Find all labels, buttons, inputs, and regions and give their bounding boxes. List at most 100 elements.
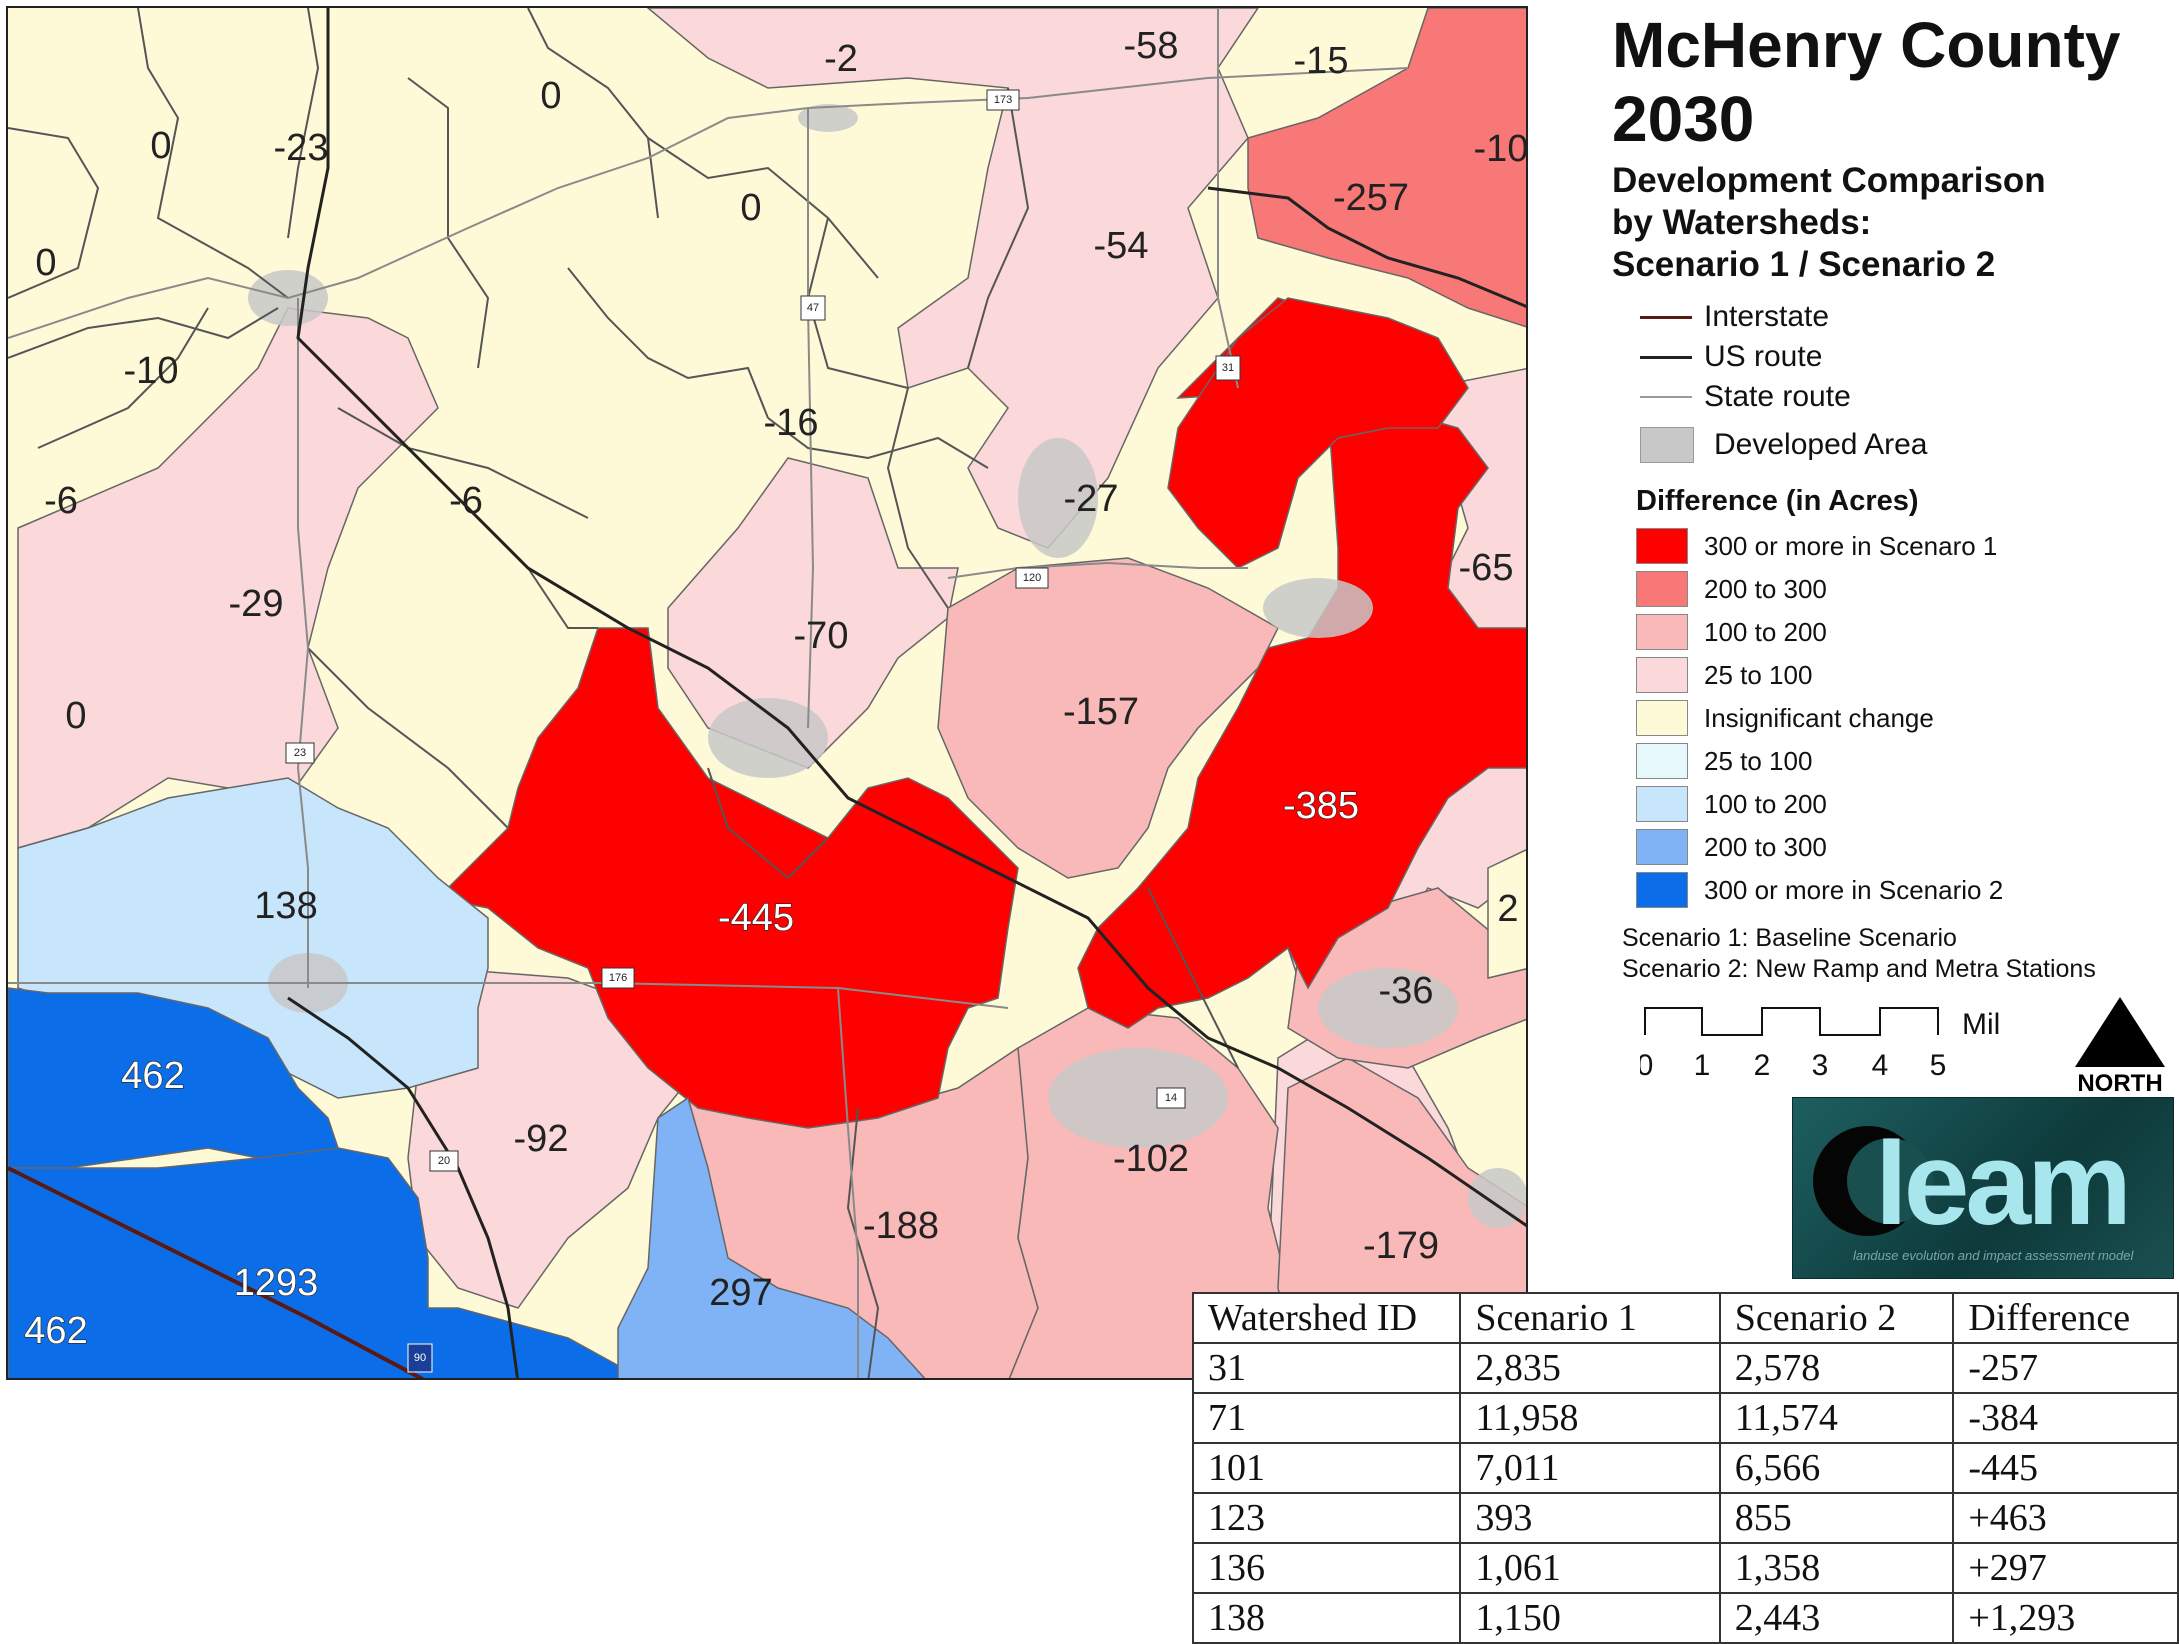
- legend-state-route-label: State route: [1704, 380, 1851, 413]
- table-cell: 855: [1718, 1492, 1955, 1544]
- watershed-w-pink[interactable]: [17, 307, 439, 849]
- watershed-label: 1293: [234, 1262, 319, 1304]
- watershed-label: 138: [254, 885, 317, 927]
- table-cell: 1,150: [1459, 1592, 1721, 1644]
- table-cell: +297: [1952, 1542, 2179, 1594]
- watershed-label: -102: [1113, 1138, 1189, 1180]
- legend-us-route: US route: [1640, 340, 1822, 374]
- watershed-map-svg: 173 47 31 120 23 176 14 20 90 0 -23 0 -2…: [8, 8, 1528, 1380]
- table-cell: -257: [1952, 1342, 2179, 1394]
- scale-tick: 1: [1694, 1049, 1711, 1080]
- watershed-label: -70: [794, 615, 849, 657]
- table-header: Scenario 2: [1718, 1292, 1955, 1344]
- difference-legend-title: Difference (in Acres): [1636, 485, 1919, 517]
- scale-tick: 5: [1930, 1049, 1947, 1080]
- watershed-boundary: [137, 8, 289, 299]
- watershed-445[interactable]: [436, 627, 1019, 1129]
- table-cell: -384: [1952, 1392, 2179, 1444]
- watershed-2[interactable]: [1487, 848, 1528, 979]
- developed-area-swatch: [1640, 427, 1694, 463]
- route-shield-173-text: 173: [994, 94, 1012, 106]
- table-cell: 2,578: [1718, 1342, 1955, 1394]
- developed-area: [1468, 1168, 1526, 1228]
- watershed-label: -58: [1124, 25, 1179, 67]
- scale-tick: 4: [1872, 1049, 1889, 1080]
- table-row: 136 1,061 1,358 +297: [1191, 1542, 2179, 1594]
- leam-logo-text: leam: [1875, 1118, 2132, 1250]
- leam-logo-moon-icon: [1813, 1126, 1933, 1236]
- route-shield-176-text: 176: [609, 972, 627, 984]
- state-route-line-swatch: [1640, 396, 1692, 398]
- legend-class-swatch: [1636, 657, 1688, 693]
- legend-class-label: 100 to 200: [1704, 788, 1827, 819]
- watershed-label: -10: [124, 350, 179, 392]
- watershed-297[interactable]: [617, 1096, 928, 1380]
- watershed-label: -2: [824, 38, 858, 80]
- route-shield-20-text: 20: [438, 1155, 450, 1167]
- route-shields: 173 47 31 120 23 176 14 20 90: [285, 89, 1241, 1373]
- table-cell: 11,574: [1718, 1392, 1955, 1444]
- legend-class: 200 to 300: [1636, 829, 1827, 865]
- legend-class-label: 200 to 300: [1704, 831, 1827, 862]
- table-header-row: Watershed ID Scenario 1 Scenario 2 Diffe…: [1191, 1292, 2179, 1344]
- table-cell: 31: [1191, 1342, 1462, 1394]
- watershed-boundary: [1147, 887, 1239, 1069]
- developed-area: [798, 104, 858, 132]
- legend-class: 300 or more in Scenaro 1: [1636, 528, 1997, 564]
- scale-unit: Miles: [1962, 1008, 2000, 1041]
- watershed-boundaries: [8, 8, 1239, 1378]
- scale-bar-line: [1644, 1007, 1939, 1036]
- scale-tick: 2: [1754, 1049, 1771, 1080]
- watershed-label: -29: [229, 583, 284, 625]
- watershed-label: -257: [1333, 177, 1409, 219]
- watershed-label: -23: [274, 127, 329, 169]
- developed-area: [1018, 438, 1098, 558]
- table-row: 101 7,011 6,566 -445: [1191, 1442, 2179, 1494]
- table-cell: 6,566: [1718, 1442, 1955, 1494]
- watershed-label: -10: [1474, 128, 1528, 170]
- watershed-boundary: [307, 647, 509, 829]
- watershed-boundary: [287, 8, 320, 239]
- legend-state-route: State route: [1640, 380, 1851, 414]
- table-cell: 71: [1191, 1392, 1462, 1444]
- watershed-label: -16: [764, 402, 819, 444]
- watershed-label: -188: [863, 1205, 939, 1247]
- watershed-boundary: [567, 267, 769, 419]
- watershed-boundary: [707, 767, 829, 880]
- route-shield-120: 120: [1015, 567, 1049, 589]
- legend-class-label: 25 to 100: [1704, 659, 1813, 690]
- route-shield-14-text: 14: [1165, 1092, 1177, 1104]
- watershed-map[interactable]: 173 47 31 120 23 176 14 20 90 0 -23 0 -2…: [6, 6, 1528, 1380]
- state-route: [8, 982, 1009, 1009]
- route-shield-31: 31: [1215, 355, 1241, 381]
- watershed-label: 297: [709, 1272, 772, 1314]
- table-cell: 101: [1191, 1442, 1462, 1494]
- legend-us-route-label: US route: [1704, 340, 1823, 373]
- watershed-157[interactable]: [937, 557, 1279, 879]
- watershed-label: -157: [1063, 691, 1139, 733]
- legend-class-swatch: [1636, 743, 1688, 779]
- legend-class: 25 to 100: [1636, 657, 1812, 693]
- legend-class-swatch: [1636, 528, 1688, 564]
- table-row: 123 393 855 +463: [1191, 1492, 2179, 1544]
- watershed-label: 0: [540, 75, 561, 117]
- scenario-1-note: Scenario 1: Baseline Scenario: [1622, 924, 1957, 952]
- watershed-label: 462: [24, 1310, 87, 1352]
- route-shield-176: 176: [601, 967, 635, 989]
- table-cell: 2,835: [1459, 1342, 1721, 1394]
- north-arrow: NORTH: [2075, 997, 2165, 1095]
- route-shield-14: 14: [1156, 1087, 1186, 1109]
- state-route: [837, 987, 859, 1378]
- developed-areas: [248, 104, 1526, 1228]
- developed-area: [1263, 578, 1373, 638]
- table-cell: 138: [1191, 1592, 1462, 1644]
- table-cell: -445: [1952, 1442, 2179, 1494]
- watershed-257[interactable]: [1247, 8, 1528, 328]
- watershed-385-north[interactable]: [1167, 297, 1469, 569]
- legend-class-label: 300 or more in Scenaro 1: [1704, 530, 1998, 561]
- legend-class: Insignificant change: [1636, 700, 1934, 736]
- watershed-boundary: [8, 307, 279, 359]
- watershed-label: -385: [1283, 785, 1359, 827]
- legend-interstate: Interstate: [1640, 300, 1829, 334]
- watershed-boundary: [8, 127, 100, 299]
